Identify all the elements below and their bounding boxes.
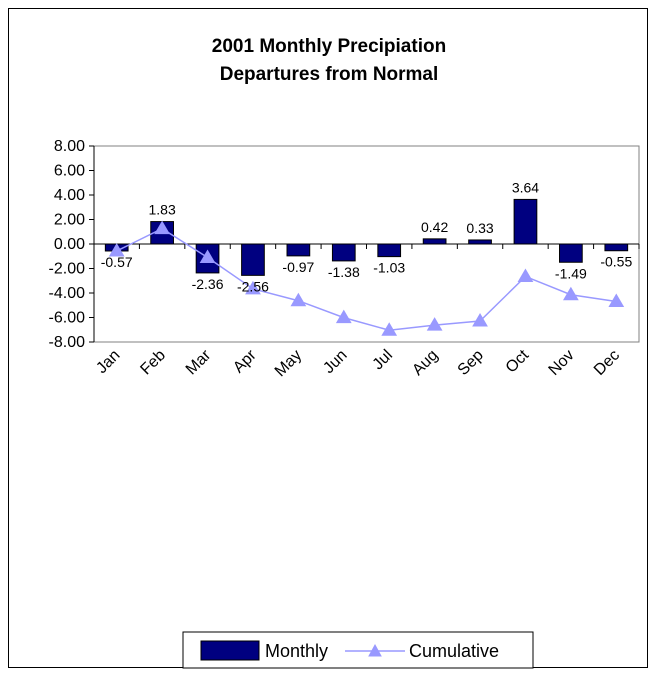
cumulative-point-sep [472,313,488,327]
legend-marker-cumulative [368,643,382,657]
bar-jun [331,243,356,262]
y-axis-ticks: 8.00 6.00 4.00 2.00 0.00 -2.00 -4.00 -6.00 -8.00 [49,138,94,351]
x-category-label: Oct [503,346,533,376]
y-tick-label: 6.00 [54,163,85,180]
chart: 2001 Monthly Precipiation Departures fro… [49,36,640,669]
legend-swatch-monthly [200,640,260,661]
cumulative-point-feb [154,220,170,235]
y-tick-label: -6.00 [49,310,86,327]
x-category-label: Jun [320,347,350,377]
y-tick-label: 2.00 [54,212,85,229]
x-category-label: Jan [93,347,123,377]
cumulative-point-oct [517,268,534,282]
bar-data-label: -2.36 [192,276,224,292]
line-markers-cumulative [108,220,625,336]
x-category-label: Aug [409,347,441,379]
bar-jul [377,243,402,258]
bar-data-label: -1.03 [373,260,405,276]
bar-dec [604,243,629,252]
bar-nov [559,243,583,263]
bar-data-label: 1.83 [149,202,176,218]
cumulative-point-jul [381,322,398,336]
y-tick-label: 8.00 [54,138,85,155]
bar-apr [241,243,265,276]
bar-oct [513,198,538,245]
bar-data-label: -0.55 [600,254,632,270]
y-tick-label: -4.00 [49,285,86,302]
cumulative-point-mar [199,249,216,263]
cumulative-point-dec [608,293,625,307]
y-tick-label: 4.00 [54,187,85,204]
cumulative-point-may [290,292,307,307]
bar-data-label: 0.33 [466,220,493,236]
x-category-label: Apr [230,346,260,376]
x-category-label: Mar [183,346,215,378]
bar-data-label: -0.97 [282,259,314,275]
x-axis-ticks [93,244,640,249]
x-axis-category-labels: Jan Feb Mar Apr May Jun Jul Aug Sep Oct Nov Dec [93,346,623,380]
x-category-label: Sep [455,347,487,379]
line-series-cumulative [116,227,617,332]
bar-data-label: -0.57 [101,254,133,270]
bar-may [286,243,311,257]
cumulative-point-jan [108,242,125,257]
x-category-label: Jul [370,347,396,373]
chart-title-line-1: 2001 Monthly Precipiation [212,36,446,57]
y-tick-label: -8.00 [49,334,86,351]
bar-data-label: -1.38 [328,264,360,280]
legend: Monthly Cumulative [182,631,534,669]
x-category-label: Dec [591,347,623,379]
bar-data-label: 3.64 [512,179,539,195]
bar-aug [422,238,447,245]
chart-frame: 2001 Monthly Precipiation Departures fro… [8,8,648,669]
cumulative-point-aug [426,317,443,331]
x-category-label: May [272,347,305,380]
cumulative-point-jun [335,309,352,324]
bar-data-label: -2.56 [237,278,269,294]
bar-sep [468,239,492,245]
legend-label-monthly: Monthly [265,641,328,661]
legend-label-cumulative: Cumulative [409,641,499,661]
bar-data-label: -1.49 [555,265,587,281]
x-category-label: Nov [546,347,578,379]
bar-data-labels: -0.57 1.83 -2.36 -2.56 -0.97 -1.38 -1.03 0.42 0.… [101,179,633,294]
y-tick-label: 0.00 [54,236,85,253]
cumulative-point-apr [245,280,261,295]
y-tick-label: -2.00 [49,261,86,278]
x-category-label: Feb [137,347,169,379]
bar-data-label: 0.42 [421,219,448,235]
chart-title-line-2: Departures from Normal [220,64,439,85]
cumulative-point-nov [563,286,579,301]
